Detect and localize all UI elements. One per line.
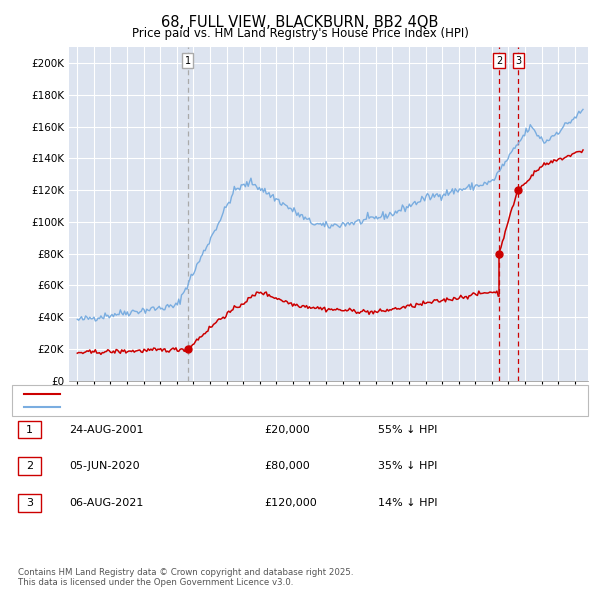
- Text: HPI: Average price, semi-detached house, Blackburn with Darwen: HPI: Average price, semi-detached house,…: [66, 402, 394, 412]
- Text: 35% ↓ HPI: 35% ↓ HPI: [378, 461, 437, 471]
- Text: 24-AUG-2001: 24-AUG-2001: [69, 425, 143, 434]
- Text: 68, FULL VIEW, BLACKBURN, BB2 4QB: 68, FULL VIEW, BLACKBURN, BB2 4QB: [161, 15, 439, 30]
- Text: 55% ↓ HPI: 55% ↓ HPI: [378, 425, 437, 434]
- Text: 1: 1: [184, 55, 191, 65]
- Text: 1: 1: [26, 425, 33, 434]
- Text: Price paid vs. HM Land Registry's House Price Index (HPI): Price paid vs. HM Land Registry's House …: [131, 27, 469, 40]
- Text: £20,000: £20,000: [264, 425, 310, 434]
- Text: 14% ↓ HPI: 14% ↓ HPI: [378, 498, 437, 507]
- Text: 3: 3: [26, 498, 33, 507]
- Text: 68, FULL VIEW, BLACKBURN, BB2 4QB (semi-detached house): 68, FULL VIEW, BLACKBURN, BB2 4QB (semi-…: [66, 389, 374, 399]
- Text: £120,000: £120,000: [264, 498, 317, 507]
- Text: 2: 2: [26, 461, 33, 471]
- Text: 05-JUN-2020: 05-JUN-2020: [69, 461, 140, 471]
- Text: 2: 2: [496, 55, 502, 65]
- Text: £80,000: £80,000: [264, 461, 310, 471]
- Text: 06-AUG-2021: 06-AUG-2021: [69, 498, 143, 507]
- Text: Contains HM Land Registry data © Crown copyright and database right 2025.
This d: Contains HM Land Registry data © Crown c…: [18, 568, 353, 587]
- Text: 3: 3: [515, 55, 521, 65]
